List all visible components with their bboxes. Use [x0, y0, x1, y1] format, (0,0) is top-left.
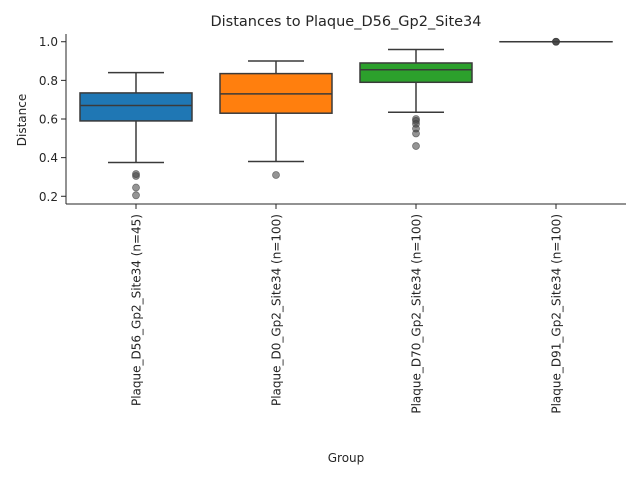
outlier-point — [552, 37, 560, 46]
outlier-point — [132, 172, 140, 180]
x-ticks: Plaque_D56_Gp2_Site34 (n=45) Plaque_D0_Gp… — [130, 204, 564, 414]
plot-area — [79, 37, 613, 200]
chart-title: Distances to Plaque_D56_Gp2_Site34 — [210, 14, 481, 30]
outlier-point — [412, 129, 420, 138]
outlier-point — [132, 183, 140, 192]
box-group — [499, 37, 613, 46]
x-tick-label: Plaque_D70_Gp2_Site34 (n=100) — [410, 214, 424, 414]
y-tick-label: 0.2 — [39, 190, 58, 204]
y-tick-label: 1.0 — [39, 35, 58, 49]
y-tick-label: 0.4 — [39, 151, 58, 165]
y-axis-label: Distance — [15, 94, 29, 146]
y-ticks: 0.2 0.4 0.6 0.8 1.0 — [39, 35, 66, 204]
x-tick-label: Plaque_D91_Gp2_Site34 (n=100) — [550, 214, 564, 414]
box-group — [219, 60, 333, 179]
x-tick-label: Plaque_D56_Gp2_Site34 (n=45) — [130, 214, 144, 406]
y-tick-label: 0.8 — [39, 74, 58, 88]
iqr-box — [359, 62, 473, 84]
y-tick-label: 0.6 — [39, 113, 58, 127]
box-group — [79, 71, 193, 200]
x-axis-label: Group — [328, 451, 365, 465]
box-group — [359, 48, 473, 150]
x-tick-label: Plaque_D0_Gp2_Site34 (n=100) — [270, 214, 284, 406]
outlier-point — [272, 171, 280, 179]
outlier-point — [412, 142, 420, 150]
outlier-point — [132, 191, 140, 200]
iqr-box — [79, 92, 193, 122]
